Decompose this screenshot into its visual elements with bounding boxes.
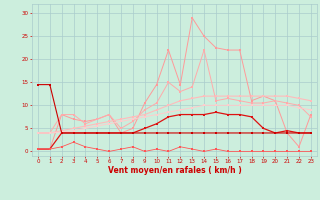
- X-axis label: Vent moyen/en rafales ( km/h ): Vent moyen/en rafales ( km/h ): [108, 166, 241, 175]
